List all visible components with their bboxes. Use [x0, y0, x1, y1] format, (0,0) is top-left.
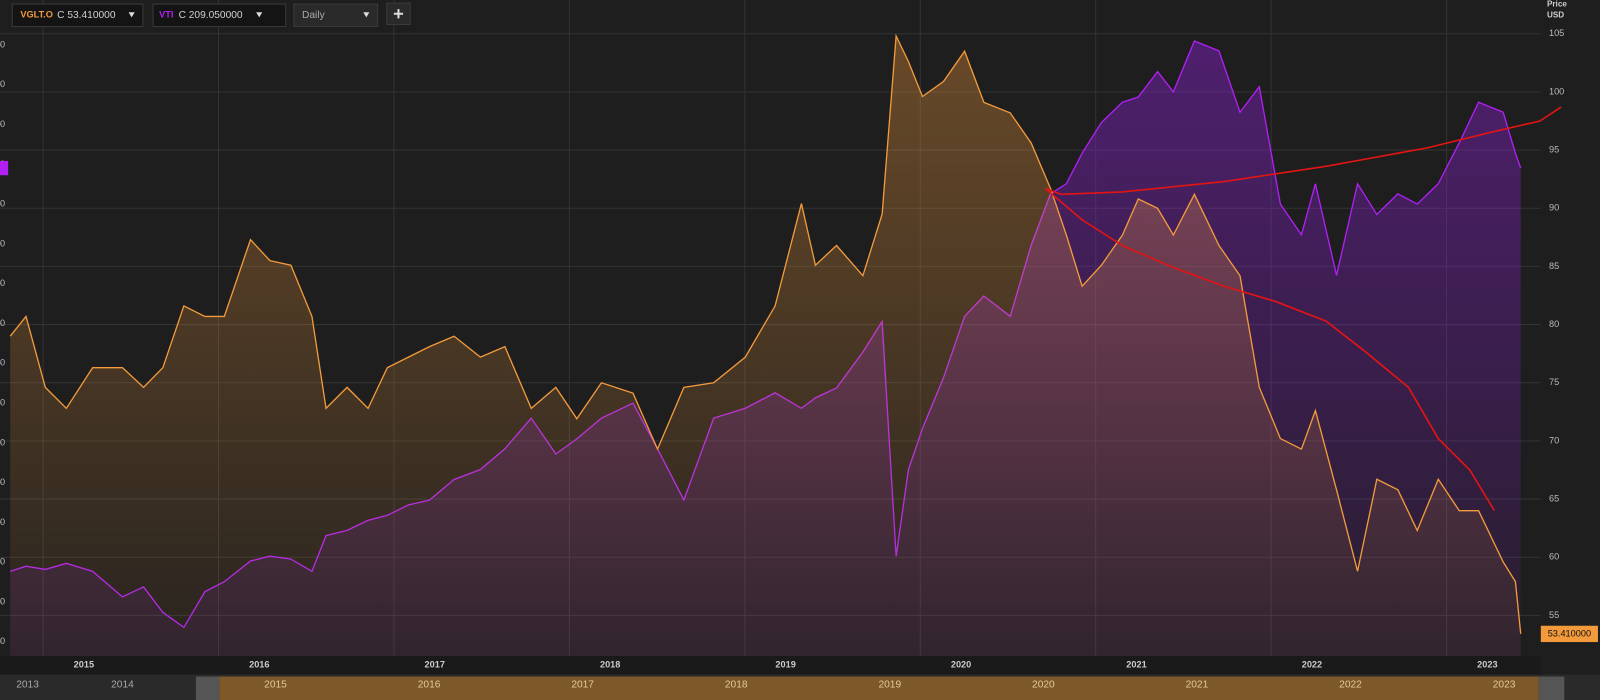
x-tick-label: 2020: [951, 660, 971, 670]
y-tick-label: 65: [1549, 493, 1559, 503]
line: [1044, 187, 1496, 512]
y2-tick-label: 190: [0, 238, 5, 248]
x-tick-label: 2016: [249, 660, 269, 670]
y2-tick-label: 100: [0, 596, 5, 606]
x-tick-label: 2019: [775, 660, 795, 670]
y-tick-label: 100: [1549, 86, 1564, 96]
y2-tick-label: 140: [0, 437, 5, 447]
x-tick-label: 2015: [74, 660, 94, 670]
area: [10, 36, 1521, 657]
y-tick-label: 90: [1549, 203, 1559, 213]
y2-tick-label: 120: [0, 517, 5, 527]
y-tick-label: 70: [1549, 435, 1559, 445]
y2-tick-label: 130: [0, 477, 5, 487]
navigator-handle-left[interactable]: [195, 676, 220, 700]
y2-tick-label: 170: [0, 318, 5, 328]
navigator-window[interactable]: [219, 676, 1539, 700]
y-tick-label: 85: [1549, 261, 1559, 271]
y2-tick-label: 160: [0, 358, 5, 368]
last-price-box: [1540, 625, 1598, 643]
y2-tick-label: 150: [0, 397, 5, 407]
symbol: VGLT.O: [20, 10, 52, 20]
dropdown-arrow[interactable]: [363, 12, 370, 18]
y-tick-label: 75: [1549, 377, 1559, 387]
axis-label: Price: [1547, 0, 1567, 8]
x-tick-label: 2021: [1126, 660, 1146, 670]
navigator-label: 2022: [1339, 679, 1362, 690]
dropdown-arrow[interactable]: [128, 12, 135, 18]
x-tick-label: 2018: [600, 660, 620, 670]
axis-unit: USD: [1547, 10, 1564, 19]
y-tick-label: 80: [1549, 319, 1559, 329]
y-tick-label: 95: [1549, 144, 1559, 154]
line: [1045, 106, 1562, 196]
navigator-handle-right[interactable]: [1538, 676, 1565, 700]
x-tick-label: 2023: [1477, 660, 1497, 670]
selector-box[interactable]: [11, 3, 144, 28]
symbol: VTI: [159, 10, 173, 20]
plus-icon: [393, 9, 404, 19]
line: [9, 33, 1522, 634]
interval: Daily: [302, 10, 326, 21]
navigator-label: 2019: [878, 679, 901, 690]
navigator-label: 2013: [16, 679, 39, 690]
navigator-label: 2023: [1493, 679, 1516, 690]
y2-tick-label: 200: [0, 199, 5, 209]
navigator-label: 2016: [418, 679, 441, 690]
navigator-label: 2017: [571, 679, 594, 690]
quote: C 209.050000: [179, 10, 243, 21]
navigator-label: 2014: [111, 679, 134, 690]
y-tick-label: 60: [1549, 552, 1559, 562]
x-tick-label: 2022: [1302, 660, 1322, 670]
x-axis-band: [0, 656, 1541, 675]
y2-tick-label: 220: [0, 119, 5, 129]
y2-tick-label: 180: [0, 278, 5, 288]
selector-box[interactable]: [152, 3, 287, 28]
dropdown-arrow[interactable]: [256, 12, 263, 18]
y2-tick-label: 110: [0, 557, 5, 567]
quote: C 53.410000: [57, 10, 116, 21]
last-price-label: 53.410000: [1548, 628, 1591, 638]
y2-tick-label: 230: [0, 79, 5, 89]
last-value-marker: [0, 160, 9, 176]
navigator-label: 2020: [1032, 679, 1055, 690]
y-tick-label: 55: [1549, 610, 1559, 620]
y2-tick-label: 90: [0, 636, 5, 646]
interval-box[interactable]: [293, 3, 379, 28]
y2-tick-label: 240: [0, 39, 5, 49]
y-tick-label: 105: [1549, 28, 1564, 38]
navigator-label: 2018: [725, 679, 748, 690]
navigator-label: 2021: [1186, 679, 1209, 690]
x-tick-label: 2017: [425, 660, 445, 670]
navigator-label: 2015: [264, 679, 287, 690]
